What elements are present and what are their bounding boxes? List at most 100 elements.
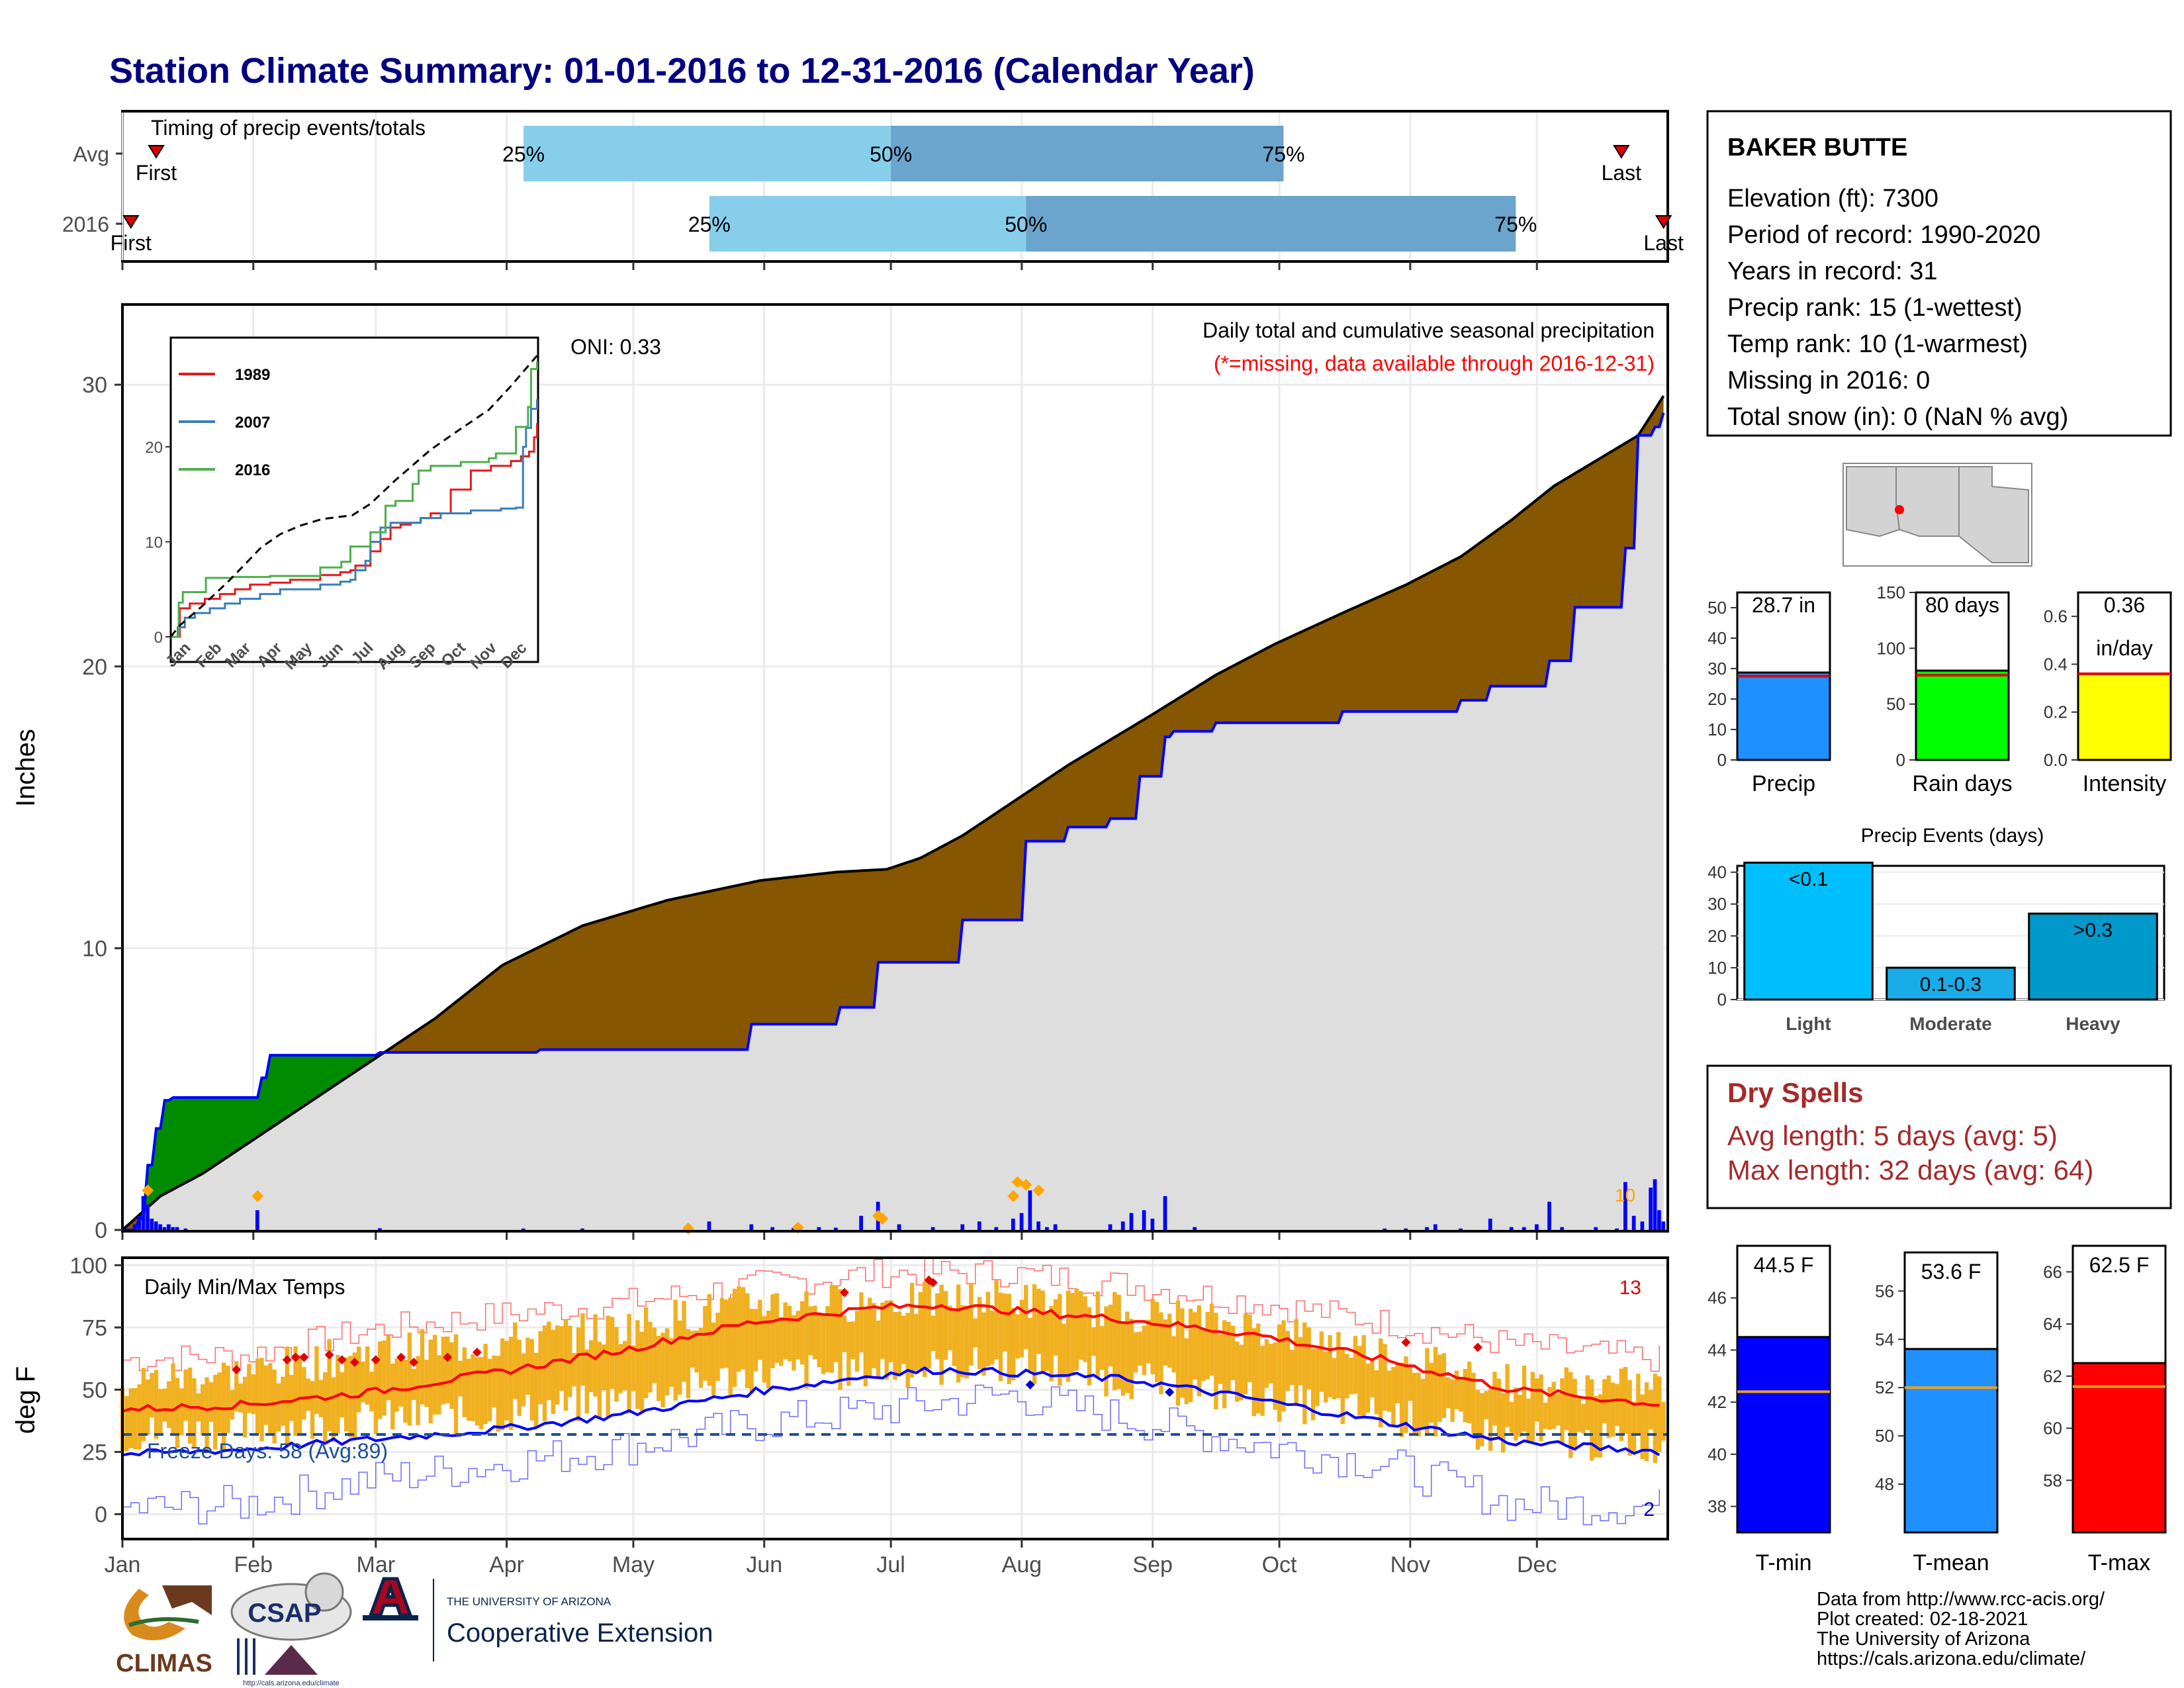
daily-precip-bar bbox=[1560, 1227, 1565, 1230]
precip-y-tick-label: 30 bbox=[82, 373, 107, 398]
daily-temp-range-bar bbox=[441, 1336, 446, 1405]
temp-y-tick-label: 100 bbox=[69, 1253, 107, 1278]
daily-temp-range-bar bbox=[230, 1389, 235, 1420]
daily-temp-range-bar bbox=[715, 1312, 720, 1382]
daily-temp-range-bar bbox=[719, 1297, 725, 1369]
avg-cumulative-line bbox=[121, 395, 1665, 1231]
daily-temp-range-bar bbox=[698, 1327, 704, 1388]
mini-0-value-label: 28.7 in bbox=[1752, 593, 1815, 617]
daily-temp-range-bar bbox=[1518, 1395, 1522, 1437]
month-label: Apr bbox=[489, 1552, 524, 1577]
daily-temp-range-bar bbox=[686, 1329, 691, 1399]
daily-temp-range-bar bbox=[1142, 1325, 1147, 1376]
daily-temp-range-bar bbox=[1441, 1353, 1447, 1419]
daily-temp-range-bar bbox=[1429, 1362, 1433, 1423]
daily-precip-bar bbox=[977, 1221, 981, 1230]
event-marker bbox=[1032, 1184, 1045, 1197]
daily-temp-range-bar bbox=[1454, 1370, 1459, 1410]
daily-temp-range-bar bbox=[529, 1338, 535, 1421]
daily-temp-range-bar bbox=[179, 1388, 184, 1436]
daily-temp-range-bar bbox=[403, 1359, 408, 1423]
mini-temp-tick-label: 52 bbox=[1875, 1378, 1894, 1397]
daily-temp-range-bar bbox=[707, 1293, 711, 1386]
timing-p75-label: 75% bbox=[1494, 212, 1537, 236]
daily-temp-range-bar bbox=[657, 1335, 661, 1401]
mini-tick-label: 10 bbox=[1707, 720, 1727, 739]
daily-temp-range-bar bbox=[412, 1368, 416, 1400]
record-high-marker bbox=[299, 1352, 309, 1362]
daily-temp-range-bar bbox=[208, 1382, 214, 1423]
timing-bar-q2 bbox=[891, 126, 1284, 181]
daily-temp-range-bar bbox=[905, 1313, 910, 1387]
daily-precip-bar bbox=[162, 1227, 167, 1230]
daily-temp-range-bar bbox=[1302, 1322, 1307, 1425]
daily-precip-bar bbox=[171, 1227, 175, 1230]
daily-temp-range-bar bbox=[690, 1331, 695, 1368]
daily-precip-bar bbox=[1547, 1201, 1551, 1230]
mini-tick-label: 0.6 bbox=[2044, 606, 2068, 626]
daily-temp-range-bar bbox=[1167, 1313, 1172, 1368]
daily-temp-range-bar bbox=[1116, 1294, 1121, 1389]
daily-temp-range-bar bbox=[1480, 1393, 1484, 1446]
daily-precip-bar bbox=[1594, 1227, 1598, 1230]
daily-temp-range-bar bbox=[888, 1300, 893, 1362]
daily-temp-range-bar bbox=[1298, 1337, 1303, 1385]
daily-temp-range-bar bbox=[1049, 1305, 1054, 1382]
daily-precip-bar bbox=[1142, 1210, 1146, 1230]
timing-first-label: First bbox=[111, 231, 152, 255]
daily-temp-range-bar bbox=[205, 1377, 209, 1451]
record-max-line bbox=[122, 1257, 1660, 1372]
daily-temp-range-bar bbox=[1644, 1382, 1649, 1462]
mini-2-bar bbox=[2077, 673, 2172, 761]
daily-temp-range-bar bbox=[398, 1356, 404, 1407]
record-high-count: 13 bbox=[1619, 1277, 1641, 1299]
mini-temp-charts: 38 40 42 44 46 44.5 F T-min 48 50 52 54 56 53.6 F T-m… bbox=[1707, 1244, 2167, 1575]
daily-temp-range-bar bbox=[1349, 1358, 1353, 1395]
mini-tick-label: 0.4 bbox=[2044, 654, 2068, 674]
daily-precip-bar bbox=[1522, 1227, 1526, 1230]
daily-temp-range-bar bbox=[563, 1319, 569, 1411]
inset-line-2016 bbox=[171, 361, 538, 638]
daily-temp-range-bar bbox=[259, 1358, 264, 1442]
daily-temp-range-bar bbox=[357, 1346, 361, 1413]
daily-temp-range-bar bbox=[753, 1309, 758, 1372]
daily-temp-range-bar bbox=[973, 1318, 978, 1348]
daily-temp-range-bar bbox=[1619, 1368, 1624, 1441]
daily-temp-range-bar bbox=[927, 1281, 931, 1369]
daily-temp-range-bar bbox=[1184, 1338, 1189, 1405]
mini-temp-tick-label: 48 bbox=[1875, 1474, 1894, 1494]
daily-temp-range-bar bbox=[1505, 1364, 1510, 1427]
timing-first-label: First bbox=[136, 161, 177, 185]
daily-temp-range-bar bbox=[479, 1356, 484, 1430]
daily-temp-range-bar bbox=[513, 1322, 518, 1399]
daily-temp-range-bar bbox=[602, 1344, 606, 1391]
dry-spells-box: Dry Spells Avg length: 5 days (avg: 5) M… bbox=[1706, 1064, 2172, 1209]
timing-panel: Timing of precip events/totals Avg 25% 50%… bbox=[62, 110, 1684, 270]
daily-temp-range-bar bbox=[779, 1317, 784, 1366]
daily-temp-range-bar bbox=[854, 1311, 860, 1372]
daily-precip-bar bbox=[1649, 1188, 1653, 1230]
timing-p25-label: 25% bbox=[502, 142, 545, 166]
daily-temp-range-bar bbox=[792, 1315, 796, 1371]
daily-temp-range-bar bbox=[1522, 1366, 1527, 1432]
daily-temp-range-bar bbox=[1036, 1288, 1041, 1354]
daily-temp-range-bar bbox=[618, 1344, 623, 1393]
daily-temp-range-bar bbox=[1024, 1285, 1028, 1350]
daily-temp-range-bar bbox=[1154, 1301, 1160, 1383]
daily-temp-range-bar bbox=[922, 1281, 927, 1378]
daily-temp-range-bar bbox=[660, 1333, 665, 1408]
daily-precip-bar bbox=[1657, 1210, 1661, 1230]
daily-temp-range-bar bbox=[1159, 1312, 1163, 1395]
daily-precip-bar bbox=[1535, 1224, 1539, 1230]
daily-temp-range-bar bbox=[306, 1378, 310, 1411]
mini-temp-0-value-label: 44.5 F bbox=[1754, 1253, 1814, 1277]
mini-temp-2-label: T-max bbox=[2088, 1550, 2150, 1575]
daily-temp-range-bar bbox=[1357, 1346, 1362, 1416]
daily-temp-range-bar bbox=[1425, 1348, 1430, 1436]
temp-y-tick-label: 50 bbox=[82, 1378, 107, 1403]
daily-temp-range-bar bbox=[213, 1374, 218, 1450]
daily-temp-range-bar bbox=[1083, 1296, 1087, 1362]
daily-precip-bar bbox=[1108, 1224, 1113, 1230]
month-label: Mar bbox=[357, 1552, 396, 1577]
daily-temp-range-bar bbox=[1492, 1372, 1497, 1426]
